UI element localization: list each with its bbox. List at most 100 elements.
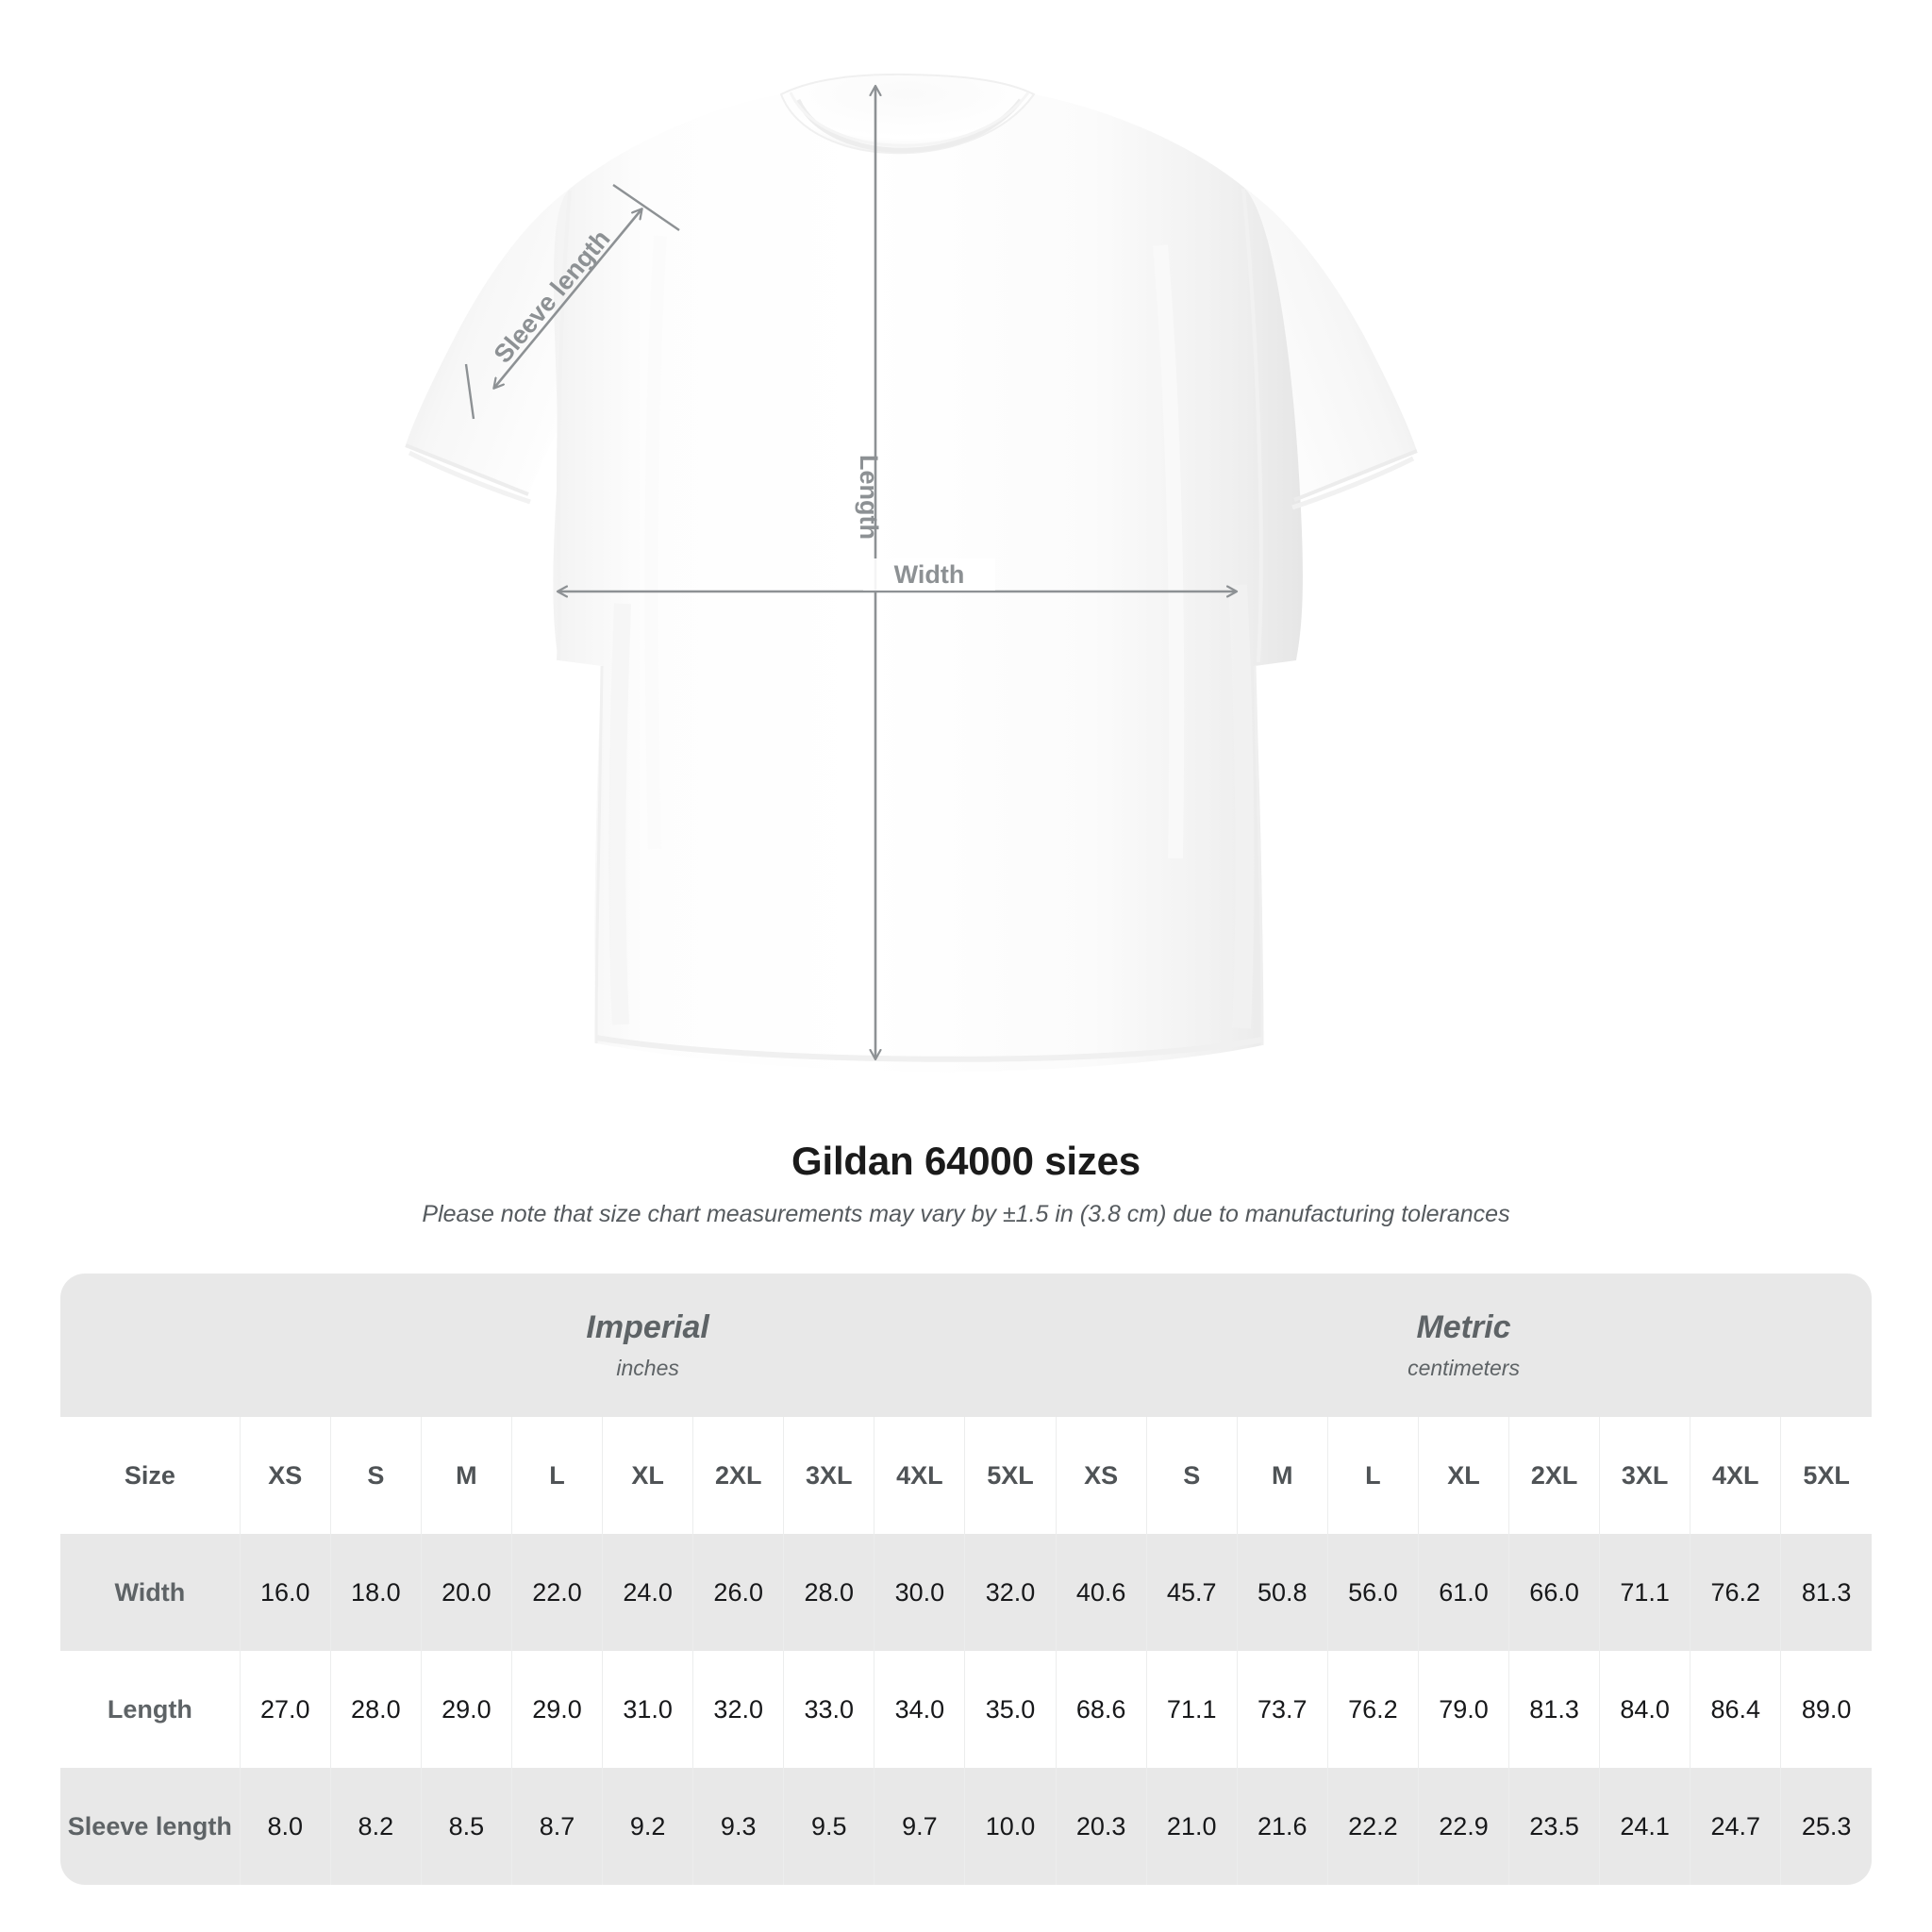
size-header-metric-4: XL <box>1417 1417 1509 1534</box>
size-header-imperial-5: 2XL <box>692 1417 784 1534</box>
cell-length-metric-6: 84.0 <box>1599 1651 1690 1768</box>
cell-length-imperial-2: 29.0 <box>420 1651 512 1768</box>
cell-width-imperial-8: 32.0 <box>964 1534 1057 1651</box>
row-label-length: Length <box>60 1651 241 1768</box>
length-label: Length <box>855 455 883 540</box>
size-header-metric-5: 2XL <box>1508 1417 1600 1534</box>
cell-sleeve-imperial-3: 8.7 <box>510 1768 603 1885</box>
cell-length-metric-1: 71.1 <box>1145 1651 1238 1768</box>
cell-length-metric-4: 79.0 <box>1417 1651 1509 1768</box>
cell-sleeve-metric-4: 22.9 <box>1417 1768 1509 1885</box>
cell-length-imperial-3: 29.0 <box>510 1651 603 1768</box>
sleeve-tick-bottom <box>464 363 475 420</box>
size-header-imperial-7: 4XL <box>874 1417 965 1534</box>
size-header-metric-8: 5XL <box>1780 1417 1872 1534</box>
unit-banner-row: Imperial inches Metric centimeters <box>60 1274 1872 1417</box>
size-header-metric-0: XS <box>1055 1417 1147 1534</box>
size-header-imperial-2: M <box>420 1417 512 1534</box>
cell-sleeve-imperial-4: 9.2 <box>602 1768 693 1885</box>
size-header-metric-7: 4XL <box>1690 1417 1781 1534</box>
size-header-imperial-3: L <box>510 1417 603 1534</box>
cell-sleeve-imperial-8: 10.0 <box>964 1768 1057 1885</box>
cell-length-metric-8: 89.0 <box>1780 1651 1872 1768</box>
size-header-metric-6: 3XL <box>1599 1417 1690 1534</box>
sleeve-tick-top <box>612 184 680 231</box>
size-header-imperial-0: XS <box>239 1417 331 1534</box>
cell-width-metric-7: 76.2 <box>1690 1534 1781 1651</box>
cell-length-imperial-7: 34.0 <box>874 1651 965 1768</box>
cell-sleeve-imperial-5: 9.3 <box>692 1768 784 1885</box>
cell-width-metric-8: 81.3 <box>1780 1534 1872 1651</box>
cell-length-imperial-5: 32.0 <box>692 1651 784 1768</box>
width-label: Width <box>894 560 965 589</box>
size-header-row: Size XS S M L XL 2XL 3XL 4XL 5XL XS S M … <box>60 1417 1872 1534</box>
cell-length-imperial-0: 27.0 <box>239 1651 331 1768</box>
cell-sleeve-metric-6: 24.1 <box>1599 1768 1690 1885</box>
size-header-imperial-4: XL <box>602 1417 693 1534</box>
cell-width-imperial-5: 26.0 <box>692 1534 784 1651</box>
unit-sub-imperial: inches <box>616 1356 679 1380</box>
cell-sleeve-imperial-1: 8.2 <box>329 1768 422 1885</box>
cell-width-metric-4: 61.0 <box>1417 1534 1509 1651</box>
unit-name-imperial: Imperial <box>586 1309 709 1345</box>
size-header-metric-3: L <box>1326 1417 1419 1534</box>
cell-sleeve-metric-8: 25.3 <box>1780 1768 1872 1885</box>
unit-block-imperial: Imperial inches <box>240 1274 1057 1417</box>
size-header-metric-2: M <box>1236 1417 1328 1534</box>
cell-width-imperial-0: 16.0 <box>239 1534 331 1651</box>
cell-width-imperial-7: 30.0 <box>874 1534 965 1651</box>
cell-width-metric-3: 56.0 <box>1326 1534 1419 1651</box>
size-header-imperial-1: S <box>329 1417 422 1534</box>
cell-length-imperial-1: 28.0 <box>329 1651 422 1768</box>
tshirt-diagram: Sleeve length Length Width <box>405 73 1418 1073</box>
cell-length-imperial-6: 33.0 <box>783 1651 874 1768</box>
tshirt-illustration: Sleeve length Length Width <box>405 73 1418 1073</box>
title-block: Gildan 64000 sizes Please note that size… <box>0 1137 1932 1229</box>
page-title: Gildan 64000 sizes <box>791 1139 1141 1183</box>
cell-width-imperial-6: 28.0 <box>783 1534 874 1651</box>
cell-sleeve-metric-7: 24.7 <box>1690 1768 1781 1885</box>
cell-sleeve-metric-0: 20.3 <box>1055 1768 1147 1885</box>
cell-sleeve-imperial-7: 9.7 <box>874 1768 965 1885</box>
cell-width-imperial-4: 24.0 <box>602 1534 693 1651</box>
cell-length-imperial-4: 31.0 <box>602 1651 693 1768</box>
cell-width-metric-6: 71.1 <box>1599 1534 1690 1651</box>
unit-name-metric: Metric <box>1416 1309 1511 1345</box>
row-label-width: Width <box>60 1534 241 1651</box>
page-subtitle: Please note that size chart measurements… <box>422 1201 1510 1227</box>
cell-length-imperial-8: 35.0 <box>964 1651 1057 1768</box>
table-row: Sleeve length 8.0 8.2 8.5 8.7 9.2 9.3 9.… <box>60 1768 1872 1885</box>
cell-sleeve-metric-5: 23.5 <box>1508 1768 1600 1885</box>
cell-sleeve-imperial-2: 8.5 <box>420 1768 512 1885</box>
cell-length-metric-3: 76.2 <box>1326 1651 1419 1768</box>
cell-sleeve-metric-3: 22.2 <box>1326 1768 1419 1885</box>
unit-block-metric: Metric centimeters <box>1056 1274 1872 1417</box>
cell-width-metric-5: 66.0 <box>1508 1534 1600 1651</box>
size-chart-table: Imperial inches Metric centimeters Size … <box>60 1274 1872 1885</box>
cell-width-metric-1: 45.7 <box>1145 1534 1238 1651</box>
size-header-metric-1: S <box>1145 1417 1238 1534</box>
unit-banner-spacer <box>60 1274 241 1417</box>
cell-width-imperial-3: 22.0 <box>510 1534 603 1651</box>
cell-width-metric-2: 50.8 <box>1236 1534 1328 1651</box>
cell-sleeve-imperial-6: 9.5 <box>783 1768 874 1885</box>
cell-width-imperial-2: 20.0 <box>420 1534 512 1651</box>
cell-length-metric-7: 86.4 <box>1690 1651 1781 1768</box>
table-row: Length 27.0 28.0 29.0 29.0 31.0 32.0 33.… <box>60 1651 1872 1768</box>
sleeve-guide-line <box>494 209 641 388</box>
cell-sleeve-metric-1: 21.0 <box>1145 1768 1238 1885</box>
size-header-imperial-6: 3XL <box>783 1417 874 1534</box>
cell-width-metric-0: 40.6 <box>1055 1534 1147 1651</box>
cell-width-imperial-1: 18.0 <box>329 1534 422 1651</box>
tshirt-shape <box>405 73 1418 1073</box>
cell-sleeve-imperial-0: 8.0 <box>239 1768 331 1885</box>
size-header-imperial-8: 5XL <box>964 1417 1057 1534</box>
cell-length-metric-2: 73.7 <box>1236 1651 1328 1768</box>
row-label-sleeve-length: Sleeve length <box>60 1768 241 1885</box>
size-header-label: Size <box>60 1417 241 1534</box>
unit-sub-metric: centimeters <box>1407 1356 1520 1380</box>
cell-length-metric-0: 68.6 <box>1055 1651 1147 1768</box>
cell-length-metric-5: 81.3 <box>1508 1651 1600 1768</box>
table-row: Width 16.0 18.0 20.0 22.0 24.0 26.0 28.0… <box>60 1534 1872 1651</box>
